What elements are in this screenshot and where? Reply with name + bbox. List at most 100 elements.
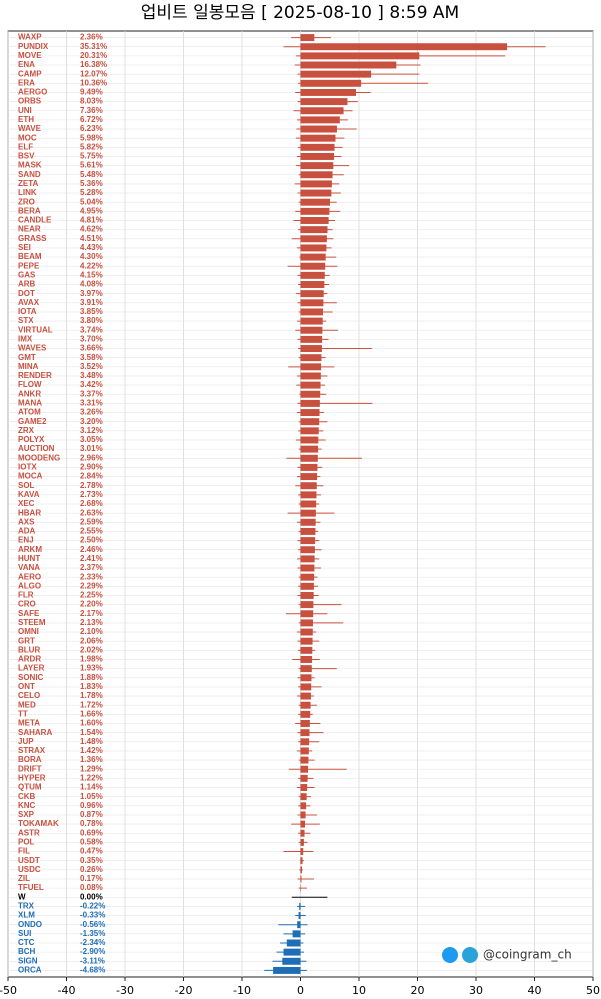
value-label: 0.08% <box>80 883 103 892</box>
value-label: 16.38% <box>80 60 107 69</box>
value-label: 3.05% <box>80 435 103 444</box>
value-label: 10.36% <box>80 78 107 87</box>
bar <box>300 171 333 179</box>
category-label: DRIFT <box>18 764 42 773</box>
category-label: ONT <box>18 682 35 691</box>
bar <box>300 811 306 819</box>
value-label: -1.35% <box>80 929 105 938</box>
value-label: 1.60% <box>80 719 103 728</box>
bar <box>300 628 313 636</box>
bar <box>292 930 301 938</box>
category-label: ONDO <box>18 920 42 929</box>
bar <box>299 902 301 910</box>
category-label: SOL <box>18 481 35 490</box>
bar <box>300 527 316 535</box>
category-label: ASTR <box>18 828 40 837</box>
bar <box>300 802 307 810</box>
category-label: BSV <box>18 152 35 161</box>
bar <box>300 162 334 170</box>
bar <box>300 116 340 124</box>
value-label: 3.74% <box>80 325 103 334</box>
bar <box>300 189 332 197</box>
category-label: ZETA <box>18 179 39 188</box>
bar <box>300 710 311 718</box>
value-label: 1.22% <box>80 773 103 782</box>
category-label: UNI <box>18 106 32 115</box>
bar <box>300 793 307 801</box>
bar <box>300 198 330 206</box>
bar <box>273 966 301 974</box>
value-label: 3.12% <box>80 426 103 435</box>
category-label: HUNT <box>18 554 40 563</box>
bar <box>300 765 309 773</box>
category-label: STEEM <box>18 618 46 627</box>
x-tick-label: -40 <box>58 984 76 997</box>
bar <box>300 756 309 764</box>
watermark: @coingram_ch <box>483 948 572 962</box>
x-tick-label: 10 <box>352 984 366 997</box>
bar <box>300 582 314 590</box>
category-label: ENA <box>18 60 35 69</box>
category-label: JUP <box>18 737 34 746</box>
bar <box>282 957 301 965</box>
value-label: 1.05% <box>80 792 103 801</box>
value-label: 2.63% <box>80 508 103 517</box>
value-label: 0.00% <box>80 892 103 901</box>
bar <box>300 838 304 846</box>
value-label: 3.66% <box>80 344 103 353</box>
bar <box>300 290 324 298</box>
category-label: HBAR <box>18 508 41 517</box>
value-label: -0.56% <box>80 920 105 929</box>
value-label: 20.31% <box>80 51 107 60</box>
bar <box>300 720 310 727</box>
value-label: -2.90% <box>80 947 105 956</box>
value-label: -3.11% <box>80 956 105 965</box>
bar <box>300 390 321 398</box>
value-label: 0.17% <box>80 874 103 883</box>
value-label: 2.10% <box>80 627 103 636</box>
value-label: 12.07% <box>80 69 107 78</box>
bar <box>300 564 315 572</box>
bar <box>300 436 319 444</box>
bar <box>300 729 310 737</box>
category-label: MED <box>18 700 36 709</box>
chart-title: 업비트 일봉모음 [ 2025-08-10 ] 8:59 AM <box>141 3 459 23</box>
bar <box>300 308 324 316</box>
value-label: 4.43% <box>80 243 103 252</box>
value-label: 3.31% <box>80 399 103 408</box>
category-label: GAME2 <box>18 417 47 426</box>
value-label: 2.06% <box>80 636 103 645</box>
value-label: 1.66% <box>80 709 103 718</box>
value-label: 4.51% <box>80 234 103 243</box>
bar <box>300 518 316 526</box>
value-label: 3.91% <box>80 298 103 307</box>
value-label: 0.47% <box>80 847 103 856</box>
value-label: 3.97% <box>80 289 103 298</box>
category-label: MOVE <box>18 51 42 60</box>
bar <box>300 88 357 96</box>
category-label: TFUEL <box>18 883 44 892</box>
bar <box>300 491 317 499</box>
bar <box>300 445 319 453</box>
bar <box>300 271 325 279</box>
value-label: 2.25% <box>80 591 103 600</box>
category-label: SAHARA <box>18 728 52 737</box>
category-label: SXP <box>18 810 35 819</box>
category-label: AERO <box>18 572 41 581</box>
category-label: ORCA <box>18 966 42 975</box>
bar <box>300 381 321 389</box>
bar <box>300 555 315 563</box>
value-label: 2.33% <box>80 572 103 581</box>
bar <box>300 683 312 691</box>
value-label: 1.93% <box>80 664 103 673</box>
bar <box>300 61 397 69</box>
category-label: XEC <box>18 499 35 508</box>
category-label: BLUR <box>18 645 40 654</box>
bar <box>300 674 312 682</box>
value-label: 2.37% <box>80 563 103 572</box>
value-label: 3.37% <box>80 389 103 398</box>
value-label: 3.20% <box>80 417 103 426</box>
value-label: 4.22% <box>80 261 103 270</box>
category-label: ETH <box>18 115 34 124</box>
category-label: GMT <box>18 353 36 362</box>
